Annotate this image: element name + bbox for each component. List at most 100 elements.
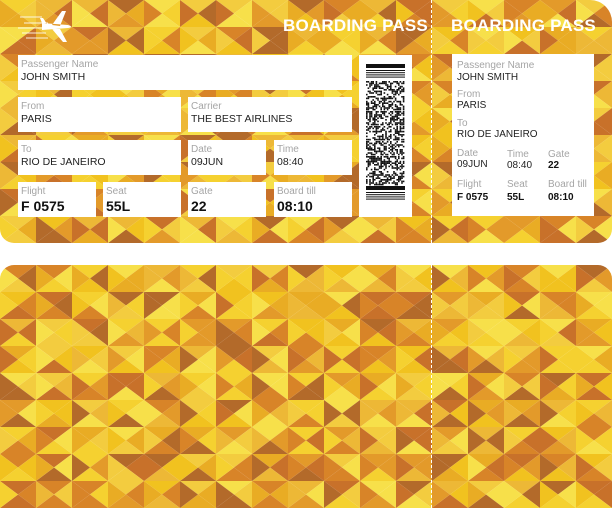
mosaic-tile xyxy=(486,346,504,373)
mosaic-tile xyxy=(216,27,252,41)
mosaic-tile xyxy=(432,135,450,162)
mosaic-tile xyxy=(468,494,504,508)
mosaic-tile xyxy=(252,0,288,14)
mosaic-tile xyxy=(324,454,342,481)
mosaic-tile xyxy=(180,265,216,279)
mosaic-tile xyxy=(144,216,162,243)
mosaic-tile xyxy=(594,54,612,81)
mosaic-tile xyxy=(468,440,504,454)
time-label: Time xyxy=(277,144,299,155)
mosaic-tile xyxy=(72,427,90,454)
mosaic-tile xyxy=(360,216,378,243)
mosaic-tile xyxy=(108,346,144,360)
mosaic-tile xyxy=(360,494,396,508)
mosaic-tile xyxy=(36,373,54,400)
mosaic-tile xyxy=(324,467,360,481)
mosaic-tile xyxy=(252,427,288,441)
mosaic-tile xyxy=(198,216,216,243)
mosaic-tile xyxy=(540,278,576,292)
mosaic-tile xyxy=(360,319,396,333)
mosaic-tile xyxy=(468,40,504,54)
mosaic-tile xyxy=(198,373,216,400)
mosaic-tile xyxy=(432,0,450,27)
mosaic-tile xyxy=(414,108,432,135)
mosaic-tile xyxy=(360,467,396,481)
mosaic-tile xyxy=(540,454,576,468)
mosaic-tile xyxy=(162,373,180,400)
mosaic-tile xyxy=(144,346,180,360)
mosaic-tile xyxy=(396,373,432,387)
mosaic-tile xyxy=(432,346,450,373)
mosaic-tile xyxy=(432,454,468,468)
mosaic-tile xyxy=(432,305,468,319)
mosaic-tile xyxy=(36,319,72,333)
mosaic-tile xyxy=(36,278,72,292)
mosaic-tile xyxy=(0,305,36,319)
mosaic-tile xyxy=(144,467,180,481)
mosaic-tile xyxy=(324,413,360,427)
mosaic-tile xyxy=(252,440,288,454)
mosaic-tile xyxy=(234,27,252,54)
mosaic-tile xyxy=(540,265,558,292)
mosaic-tile xyxy=(144,216,180,230)
mosaic-tile xyxy=(324,481,360,495)
mosaic-tile xyxy=(108,332,144,346)
mosaic-tile xyxy=(396,27,432,41)
mosaic-tile xyxy=(594,400,612,427)
mosaic-tile xyxy=(324,359,360,373)
mosaic-tile xyxy=(360,400,396,414)
mosaic-tile xyxy=(234,346,252,373)
mosaic-tile xyxy=(324,40,360,54)
mosaic-tile xyxy=(252,40,288,54)
mosaic-tile xyxy=(306,454,324,481)
mosaic-tile xyxy=(90,265,108,292)
mosaic-tile xyxy=(432,373,468,387)
mosaic-tile xyxy=(252,229,288,243)
mosaic-tile xyxy=(468,454,486,481)
mosaic-tile xyxy=(54,373,72,400)
mosaic-tile xyxy=(522,319,540,346)
mosaic-tile xyxy=(414,292,432,319)
mosaic-tile xyxy=(576,440,612,454)
mosaic-tile xyxy=(594,265,612,292)
mosaic-tile xyxy=(234,319,252,346)
mosaic-tile xyxy=(360,359,396,373)
mosaic-tile xyxy=(162,427,180,454)
mosaic-tile xyxy=(252,346,270,373)
mosaic-tile xyxy=(414,162,432,189)
mosaic-tile xyxy=(144,292,162,319)
mosaic-tile xyxy=(342,162,360,189)
mosaic-tile xyxy=(162,216,180,243)
mosaic-tile xyxy=(504,319,522,346)
mosaic-tile xyxy=(342,373,360,400)
mosaic-tile xyxy=(108,400,144,414)
mosaic-tile xyxy=(576,319,612,333)
mosaic-tile xyxy=(396,481,414,508)
mosaic-tile xyxy=(234,481,252,508)
mosaic-tile xyxy=(0,346,36,360)
mosaic-tile xyxy=(216,400,234,427)
time-field: Time 08:40 xyxy=(274,140,352,175)
mosaic-tile xyxy=(342,481,360,508)
mosaic-tile xyxy=(144,413,180,427)
mosaic-tile xyxy=(288,359,324,373)
mosaic-tile xyxy=(36,27,72,41)
mosaic-tile xyxy=(360,292,396,306)
mosaic-tile xyxy=(324,346,342,373)
mosaic-tile xyxy=(342,400,360,427)
mosaic-tile xyxy=(360,229,396,243)
mosaic-tile xyxy=(414,27,432,54)
mosaic-tile xyxy=(180,319,216,333)
mosaic-tile xyxy=(144,400,180,414)
mosaic-tile xyxy=(108,454,126,481)
mosaic-tile xyxy=(252,13,288,27)
mosaic-tile xyxy=(378,27,396,54)
mosaic-tile xyxy=(486,481,504,508)
mosaic-tile xyxy=(414,400,432,427)
mosaic-tile xyxy=(90,481,108,508)
mosaic-tile xyxy=(216,13,252,27)
mosaic-tile xyxy=(576,427,612,441)
mosaic-tile xyxy=(432,81,450,108)
seat-label: Seat xyxy=(106,186,127,197)
mosaic-tile xyxy=(144,481,180,495)
